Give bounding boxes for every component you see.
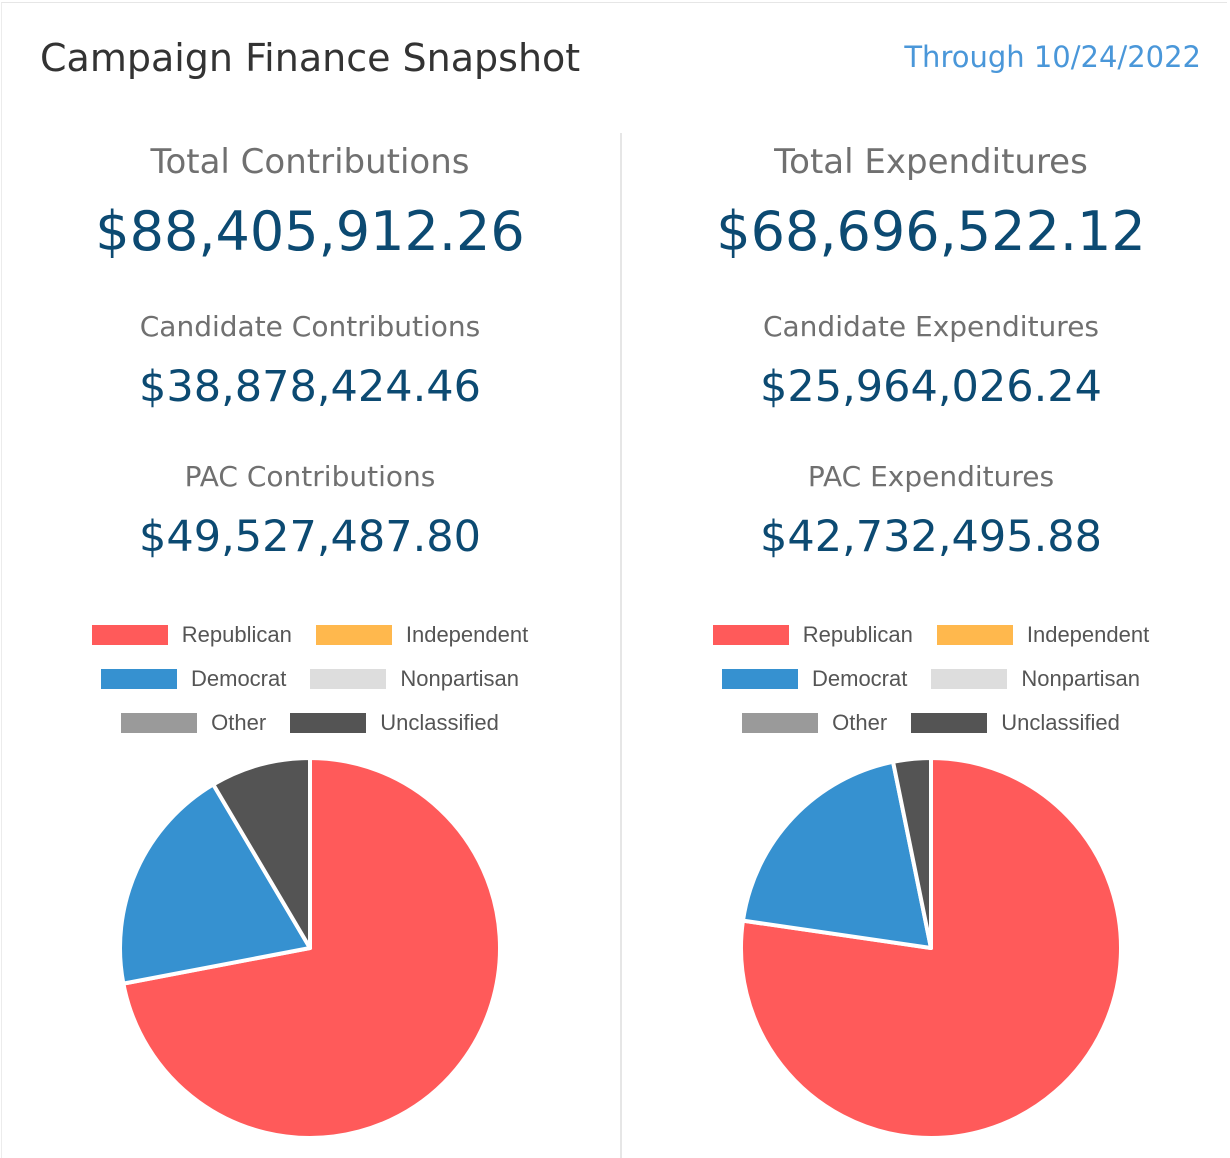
pie-slice-unclassified[interactable]	[891, 756, 933, 950]
total-expenditures-value: $68,696,522.12	[716, 200, 1146, 263]
page-title: Campaign Finance Snapshot	[40, 36, 581, 80]
legend-item-democrat[interactable]: Democrat	[722, 666, 907, 692]
legend-swatch-independent	[315, 625, 392, 645]
total-expenditures-label: Total Expenditures	[774, 142, 1088, 182]
contributions-column: Total Contributions $88,405,912.26 Candi…	[0, 142, 620, 1140]
legend-label: Nonpartisan	[400, 666, 519, 691]
expenditures-pie-chart	[739, 756, 1123, 1140]
pie-slice-democrat[interactable]	[740, 759, 933, 950]
pie-slice-unclassified[interactable]	[211, 756, 312, 950]
pac-contributions-label: PAC Contributions	[184, 460, 436, 493]
total-contributions-label: Total Contributions	[150, 142, 470, 182]
legend-swatch-nonpartisan	[310, 669, 387, 689]
legend-item-unclassified[interactable]: Unclassified	[290, 710, 499, 736]
legend-swatch-republican	[712, 625, 789, 645]
legend-label: Other	[832, 710, 888, 735]
legend-item-republican[interactable]: Republican	[91, 622, 292, 648]
legend-label: Republican	[181, 622, 292, 647]
candidate-contributions-value: $38,878,424.46	[139, 362, 481, 412]
contributions-pie-chart	[118, 756, 503, 1140]
legend-label: Independent	[1026, 622, 1150, 647]
legend-swatch-other	[121, 713, 198, 733]
legend-item-other[interactable]: Other	[742, 710, 887, 736]
legend-item-other[interactable]: Other	[121, 710, 266, 736]
legend-label: Democrat	[191, 666, 287, 691]
column-divider	[620, 133, 622, 1158]
candidate-expenditures-value: $25,964,026.24	[760, 362, 1102, 412]
legend-swatch-other	[742, 713, 819, 733]
expenditures-legend: Republican Independent Democrat Nonparti…	[621, 622, 1230, 754]
legend-item-nonpartisan[interactable]: Nonpartisan	[310, 666, 519, 692]
legend-label: Republican	[802, 622, 913, 647]
through-date: Through 10/24/2022	[904, 40, 1201, 74]
legend-swatch-democrat	[722, 669, 798, 689]
legend-swatch-unclassified	[911, 713, 988, 733]
legend-item-democrat[interactable]: Democrat	[101, 666, 286, 692]
legend-item-independent[interactable]: Independent	[315, 622, 529, 648]
contributions-legend: Republican Independent Democrat Nonparti…	[0, 622, 620, 754]
legend-label: Unclassified	[1001, 710, 1120, 735]
legend-label: Nonpartisan	[1021, 666, 1140, 691]
legend-item-independent[interactable]: Independent	[936, 622, 1150, 648]
pac-expenditures-value: $42,732,495.88	[760, 512, 1102, 562]
legend-swatch-independent	[936, 625, 1013, 645]
legend-swatch-republican	[91, 625, 168, 645]
legend-label: Other	[211, 710, 267, 735]
legend-item-nonpartisan[interactable]: Nonpartisan	[931, 666, 1140, 692]
legend-swatch-nonpartisan	[931, 669, 1008, 689]
total-contributions-value: $88,405,912.26	[95, 200, 525, 263]
pac-expenditures-label: PAC Expenditures	[807, 460, 1055, 493]
legend-label: Independent	[405, 622, 529, 647]
legend-item-unclassified[interactable]: Unclassified	[911, 710, 1120, 736]
candidate-expenditures-label: Candidate Expenditures	[762, 310, 1100, 343]
legend-label: Democrat	[812, 666, 908, 691]
pac-contributions-value: $49,527,487.80	[139, 512, 481, 562]
pie-slice-democrat[interactable]	[118, 782, 312, 986]
candidate-contributions-label: Candidate Contributions	[139, 310, 481, 343]
legend-item-republican[interactable]: Republican	[712, 622, 913, 648]
legend-swatch-democrat	[101, 669, 177, 689]
legend-label: Unclassified	[380, 710, 499, 735]
expenditures-column: Total Expenditures $68,696,522.12 Candid…	[621, 0, 1230, 1158]
legend-swatch-unclassified	[290, 713, 367, 733]
